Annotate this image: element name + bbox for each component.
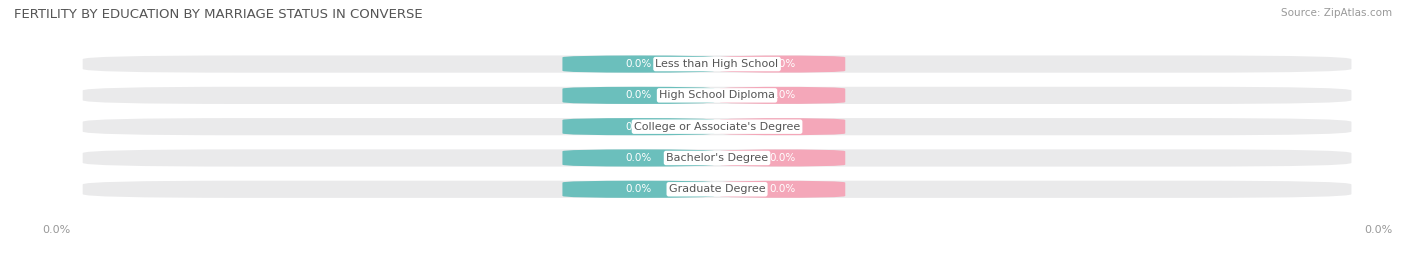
Text: 0.0%: 0.0% [626, 184, 651, 194]
FancyBboxPatch shape [720, 149, 845, 167]
Text: High School Diploma: High School Diploma [659, 90, 775, 100]
Text: College or Associate's Degree: College or Associate's Degree [634, 122, 800, 132]
FancyBboxPatch shape [562, 149, 714, 167]
Text: Bachelor's Degree: Bachelor's Degree [666, 153, 768, 163]
FancyBboxPatch shape [720, 55, 845, 73]
FancyBboxPatch shape [720, 87, 845, 104]
FancyBboxPatch shape [83, 181, 1351, 198]
FancyBboxPatch shape [720, 118, 845, 135]
FancyBboxPatch shape [720, 181, 845, 198]
Text: 0.0%: 0.0% [626, 59, 651, 69]
Text: 0.0%: 0.0% [769, 90, 796, 100]
FancyBboxPatch shape [562, 181, 714, 198]
Text: 0.0%: 0.0% [769, 184, 796, 194]
Text: 0.0%: 0.0% [626, 153, 651, 163]
FancyBboxPatch shape [83, 55, 1351, 73]
Text: Source: ZipAtlas.com: Source: ZipAtlas.com [1281, 8, 1392, 18]
Text: Less than High School: Less than High School [655, 59, 779, 69]
FancyBboxPatch shape [562, 118, 714, 135]
FancyBboxPatch shape [83, 118, 1351, 135]
Text: 0.0%: 0.0% [626, 122, 651, 132]
Text: 0.0%: 0.0% [769, 122, 796, 132]
FancyBboxPatch shape [562, 87, 714, 104]
FancyBboxPatch shape [562, 55, 714, 73]
Text: FERTILITY BY EDUCATION BY MARRIAGE STATUS IN CONVERSE: FERTILITY BY EDUCATION BY MARRIAGE STATU… [14, 8, 423, 21]
Text: 0.0%: 0.0% [769, 59, 796, 69]
Text: 0.0%: 0.0% [769, 153, 796, 163]
Text: 0.0%: 0.0% [626, 90, 651, 100]
FancyBboxPatch shape [83, 87, 1351, 104]
FancyBboxPatch shape [83, 149, 1351, 167]
Text: Graduate Degree: Graduate Degree [669, 184, 765, 194]
